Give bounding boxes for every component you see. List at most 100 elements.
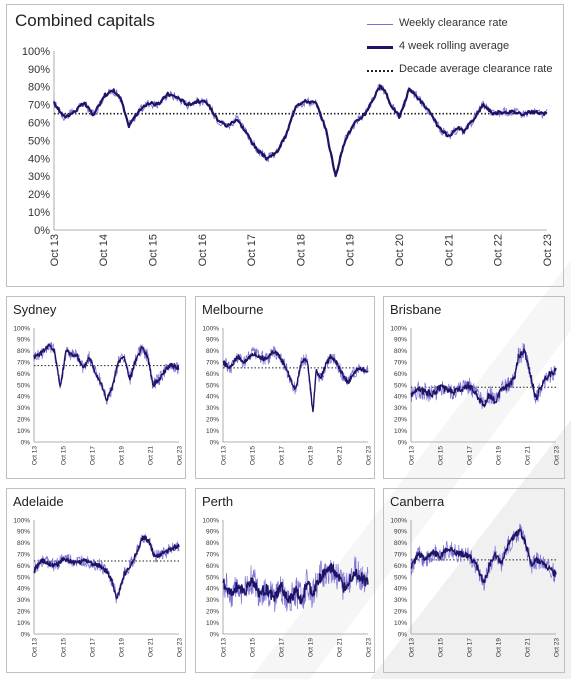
y-tick-label: 30% [206,597,219,604]
y-tick-label: 90% [17,529,30,536]
x-tick: Oct 17 [278,638,285,658]
y-tick-label: 0% [21,631,31,638]
y-tick-label: 50% [17,382,30,389]
canberra-panel: Canberra 0% 10% 20% 30% 40% 50% 60% 70% 80% 90% 10… [383,488,565,673]
x-tick: Oct 23 [365,446,372,466]
sydney-chart: 0% 10% 20% 30% 40% 50% 60% 70% 80% 90% 100% Oct 13 O… [13,325,183,466]
canberra-chart: 0% 10% 20% 30% 40% 50% 60% 70% 80% 90% 100% Oct 13 O… [390,517,560,658]
y-tick-label: 100% [390,325,407,332]
x-tick-label: Oct 13 [408,638,415,658]
x-tick: Oct 17 [89,638,96,658]
x-tick: Oct 23 [176,638,183,658]
weekly-clearance-line [410,342,557,410]
y-tick-label: 10% [17,428,30,435]
x-tick: Oct 20 [394,234,406,266]
x-tick: Oct 17 [246,234,258,266]
y-tick-label: 90% [206,529,219,536]
y-tick-label: 60% [206,563,219,570]
y-tick-label: 80% [394,348,407,355]
y-tick-label: 70% [17,359,30,366]
y-tick-label: 80% [206,540,219,547]
x-tick-label: Oct 13 [220,638,227,658]
y-tick-label: 30% [394,405,407,412]
y-tick-label: 60% [206,371,219,378]
y-tick-label: 100% [202,517,219,524]
x-tick-label: Oct 21 [524,638,531,658]
y-tick-label: 20% [394,608,407,615]
x-tick: Oct 17 [466,446,473,466]
perth-title: Perth [202,494,234,509]
x-tick-label: Oct 13 [31,638,38,658]
y-tick-label: 70% [206,551,219,558]
sydney-panel: Sydney 0% 10% 20% 30% 40% 50% 60% 70% 80% 90% 100%… [6,296,186,479]
x-tick: Oct 21 [524,446,531,466]
x-tick: Oct 23 [365,638,372,658]
x-tick-label: Oct 19 [307,446,314,466]
y-tick-label: 20% [17,608,30,615]
y-tick-label: 20% [28,189,50,201]
y-tick-label: 90% [17,337,30,344]
y-tick-label: 20% [206,608,219,615]
x-tick-label: Oct 17 [466,638,473,658]
y-tick-label: 50% [394,574,407,581]
x-tick-label: Oct 19 [495,446,502,466]
y-tick-label: 10% [28,207,50,219]
y-tick-label: 90% [28,64,50,76]
x-tick: Oct 15 [249,446,256,466]
x-tick: Oct 23 [176,446,183,466]
x-tick-label: Oct 18 [295,234,307,266]
y-tick-label: 100% [13,325,30,332]
x-tick: Oct 19 [307,638,314,658]
brisbane-title: Brisbane [390,302,442,317]
y-tick-label: 50% [394,382,407,389]
x-tick: Oct 23 [542,234,554,266]
x-tick: Oct 13 [49,234,61,266]
y-tick-label: 30% [206,405,219,412]
y-tick-label: 40% [206,586,219,593]
y-tick-label: 0% [210,439,220,446]
x-tick-label: Oct 17 [246,234,258,266]
y-tick-label: 70% [17,551,30,558]
x-tick-label: Oct 17 [466,446,473,466]
x-tick-label: Oct 13 [408,446,415,466]
x-tick: Oct 19 [495,638,502,658]
x-tick-label: Oct 23 [553,446,560,466]
x-tick-label: Oct 23 [365,446,372,466]
page-title: Combined capitals [15,11,155,30]
y-tick-label: 40% [28,153,50,165]
x-tick: Oct 17 [278,446,285,466]
x-tick-label: Oct 21 [147,446,154,466]
y-tick-label: 0% [34,225,50,237]
x-tick: Oct 15 [437,638,444,658]
adelaide-panel: Adelaide 0% 10% 20% 30% 40% 50% 60% 70% 80% 90% 10… [6,488,186,673]
x-tick: Oct 21 [336,446,343,466]
y-tick-label: 100% [13,517,30,524]
x-tick: Oct 15 [437,446,444,466]
y-tick-label: 70% [394,359,407,366]
x-tick-label: Oct 22 [493,234,505,266]
x-tick-label: Oct 19 [307,638,314,658]
rolling-average-line [52,84,548,178]
y-tick-label: 20% [206,416,219,423]
melbourne-panel: Melbourne 0% 10% 20% 30% 40% 50% 60% 70% 80% 90% 1… [195,296,375,479]
y-tick-label: 60% [394,371,407,378]
legend-rolling-label: 4 week rolling average [399,40,510,52]
y-tick-label: 90% [394,529,407,536]
y-tick-label: 80% [206,348,219,355]
x-tick: Oct 21 [147,638,154,658]
x-tick-label: Oct 21 [336,638,343,658]
x-tick: Oct 19 [345,234,357,266]
x-tick-label: Oct 23 [176,446,183,466]
x-tick-label: Oct 13 [49,234,61,266]
y-tick-label: 50% [28,135,50,147]
y-tick-label: 0% [398,631,408,638]
brisbane-panel: Brisbane 0% 10% 20% 30% 40% 50% 60% 70% 80% 90% 10… [383,296,565,479]
weekly-clearance-line [410,523,557,591]
x-tick: Oct 18 [295,234,307,266]
rolling-average-line [410,528,557,584]
y-tick-label: 40% [394,586,407,593]
rolling-average-line [410,348,557,408]
x-tick: Oct 21 [336,638,343,658]
y-tick-label: 20% [394,416,407,423]
